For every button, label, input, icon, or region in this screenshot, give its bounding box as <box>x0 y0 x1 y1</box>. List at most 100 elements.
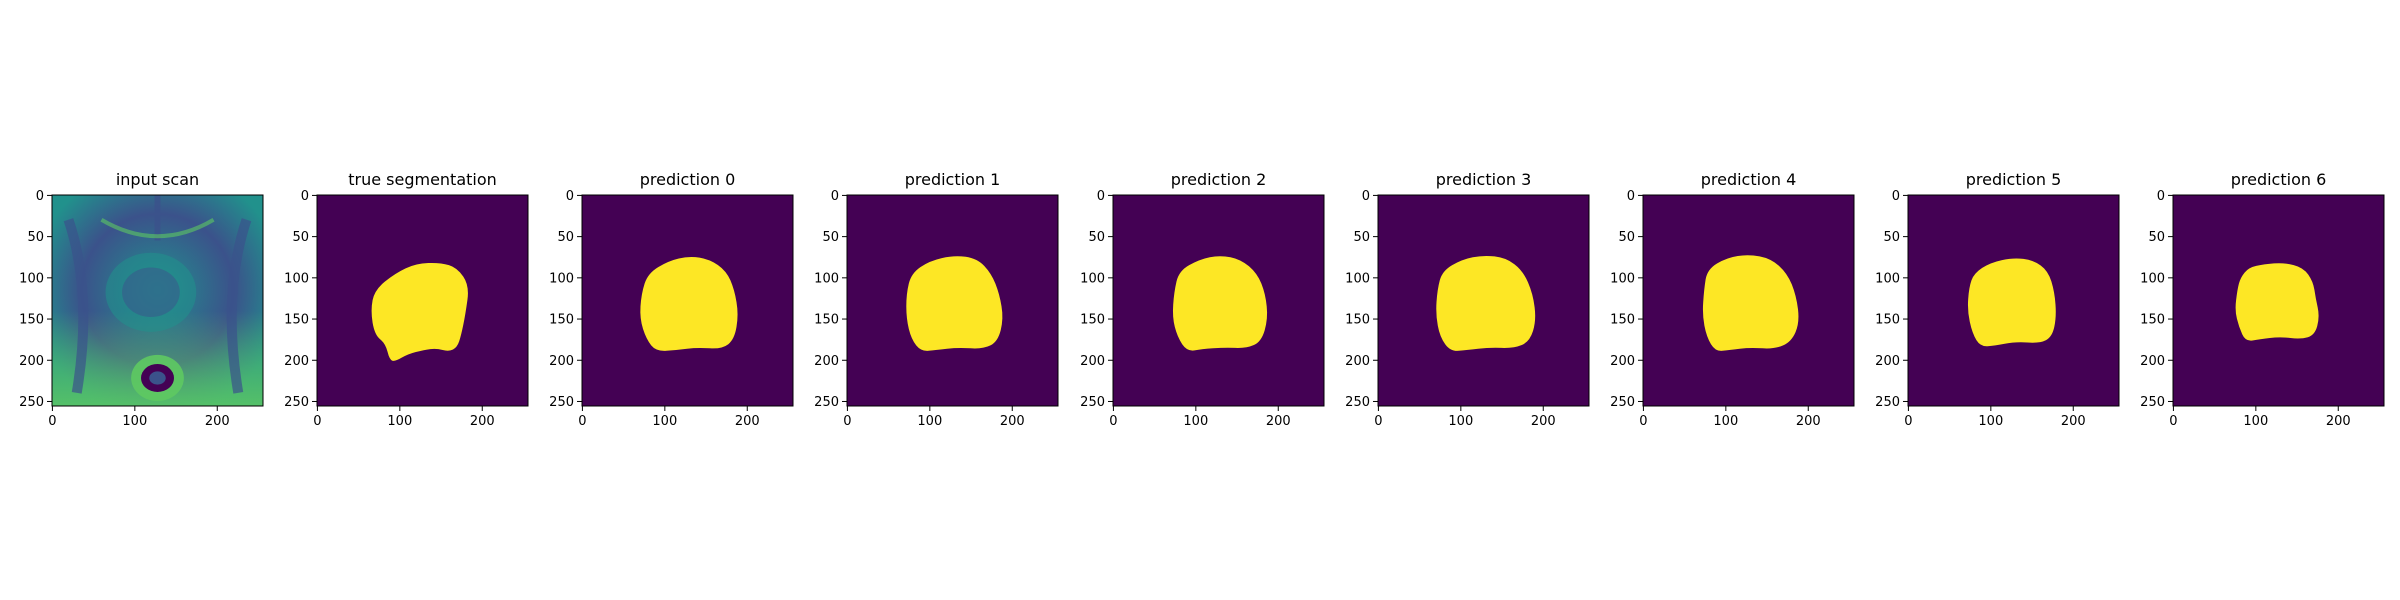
x-tick-label: 100 <box>917 414 942 429</box>
x-tick-label: 0 <box>313 414 321 429</box>
axes-frame <box>581 194 794 407</box>
y-tick-label: 250 <box>1080 395 1105 410</box>
x-tick-label: 0 <box>1374 414 1382 429</box>
y-tick-label: 50 <box>557 230 574 245</box>
y-tick-label: 0 <box>1097 189 1105 204</box>
panel-0: input scan 0 100 200 0 50 100 150 200 250 <box>19 170 264 429</box>
y-tick-label: 50 <box>2148 230 2165 245</box>
panel-title: prediction 2 <box>1171 170 1267 189</box>
x-tick-label: 0 <box>1904 414 1912 429</box>
segmentation-mask <box>1702 255 1799 351</box>
y-tick-label: 150 <box>1080 313 1105 328</box>
x-tick-label: 200 <box>470 414 495 429</box>
x-tick-label: 200 <box>1796 414 1821 429</box>
y-tick-label: 250 <box>2140 395 2165 410</box>
y-tick-label: 150 <box>19 313 44 328</box>
y-tick-label: 0 <box>566 189 574 204</box>
axes-frame <box>2172 194 2385 407</box>
y-tick-label: 250 <box>1345 395 1370 410</box>
x-tick-label: 200 <box>735 414 760 429</box>
y-tick-label: 50 <box>27 230 44 245</box>
x-tick-label: 200 <box>205 414 230 429</box>
x-tick-label: 0 <box>48 414 56 429</box>
y-tick-label: 0 <box>1892 189 1900 204</box>
y-tick-label: 200 <box>284 354 309 369</box>
y-tick-label: 150 <box>1610 313 1635 328</box>
panel-title: prediction 3 <box>1436 170 1532 189</box>
x-tick-label: 100 <box>1978 414 2003 429</box>
y-tick-label: 150 <box>549 313 574 328</box>
y-tick-label: 200 <box>814 354 839 369</box>
x-tick-label: 200 <box>2061 414 2086 429</box>
y-tick-label: 100 <box>19 271 44 286</box>
x-tick-label: 100 <box>1183 414 1208 429</box>
y-tick-label: 100 <box>1080 271 1105 286</box>
y-tick-label: 50 <box>822 230 839 245</box>
y-tick-label: 100 <box>1610 271 1635 286</box>
y-tick-label: 250 <box>1875 395 1900 410</box>
x-tick-label: 200 <box>1000 414 1025 429</box>
mask-image <box>1908 195 2119 406</box>
y-tick-label: 0 <box>1362 189 1370 204</box>
y-tick-label: 150 <box>1345 313 1370 328</box>
y-tick-label: 100 <box>549 271 574 286</box>
x-tick-label: 100 <box>387 414 412 429</box>
axes-frame <box>1642 194 1855 407</box>
y-tick-label: 250 <box>814 395 839 410</box>
y-tick-label: 0 <box>36 189 44 204</box>
panel-title: prediction 4 <box>1701 170 1797 189</box>
x-tick-label: 0 <box>578 414 586 429</box>
x-tick-label: 200 <box>1266 414 1291 429</box>
panel-6: prediction 4 0 100 200 0 50 100 150 200 250 <box>1610 170 1855 429</box>
y-tick-label: 150 <box>284 313 309 328</box>
y-tick-label: 0 <box>301 189 309 204</box>
y-tick-label: 200 <box>2140 354 2165 369</box>
x-tick-label: 0 <box>2169 414 2177 429</box>
segmentation-mask <box>1172 256 1268 351</box>
panel-title: prediction 6 <box>2231 170 2327 189</box>
y-tick-label: 250 <box>1610 395 1635 410</box>
axes-frame <box>1377 194 1590 407</box>
y-tick-label: 250 <box>19 395 44 410</box>
y-tick-label: 50 <box>1618 230 1635 245</box>
mask-image <box>1643 195 1854 406</box>
y-tick-label: 50 <box>292 230 309 245</box>
y-tick-label: 200 <box>19 354 44 369</box>
segmentation-mask <box>2235 263 2319 341</box>
y-tick-label: 150 <box>814 313 839 328</box>
mask-image <box>317 195 528 406</box>
y-tick-label: 250 <box>549 395 574 410</box>
x-tick-label: 0 <box>1109 414 1117 429</box>
panel-title: true segmentation <box>348 170 497 189</box>
x-tick-label: 100 <box>652 414 677 429</box>
segmentation-mask <box>1436 255 1536 351</box>
x-tick-label: 100 <box>1448 414 1473 429</box>
panel-title: prediction 1 <box>905 170 1001 189</box>
mask-image <box>1378 195 1589 406</box>
panel-5: prediction 3 0 100 200 0 50 100 150 200 250 <box>1345 170 1590 429</box>
y-tick-label: 0 <box>1627 189 1635 204</box>
y-tick-label: 200 <box>549 354 574 369</box>
x-tick-label: 100 <box>1713 414 1738 429</box>
panel-title: input scan <box>116 170 199 189</box>
y-tick-label: 100 <box>284 271 309 286</box>
axes-frame <box>316 194 529 407</box>
panel-title: prediction 0 <box>640 170 736 189</box>
panel-title: prediction 5 <box>1966 170 2062 189</box>
mask-image <box>847 195 1058 406</box>
panel-7: prediction 5 0 100 200 0 50 100 150 200 250 <box>1875 170 2120 429</box>
y-tick-label: 100 <box>2140 271 2165 286</box>
y-tick-label: 100 <box>1345 271 1370 286</box>
y-tick-label: 100 <box>1875 271 1900 286</box>
y-tick-label: 250 <box>284 395 309 410</box>
y-tick-label: 50 <box>1353 230 1370 245</box>
panel-8: prediction 6 0 100 200 0 50 100 150 200 250 <box>2140 170 2385 429</box>
segmentation-mask <box>371 262 468 361</box>
mask-image <box>2173 195 2384 406</box>
y-tick-label: 50 <box>1088 230 1105 245</box>
segmentation-mask <box>1967 258 2056 347</box>
axes-frame <box>1907 194 2120 407</box>
y-tick-label: 50 <box>1883 230 1900 245</box>
mask-image <box>1113 195 1324 406</box>
panel-1: true segmentation 0 100 200 0 50 100 150 200 250 <box>284 170 529 429</box>
